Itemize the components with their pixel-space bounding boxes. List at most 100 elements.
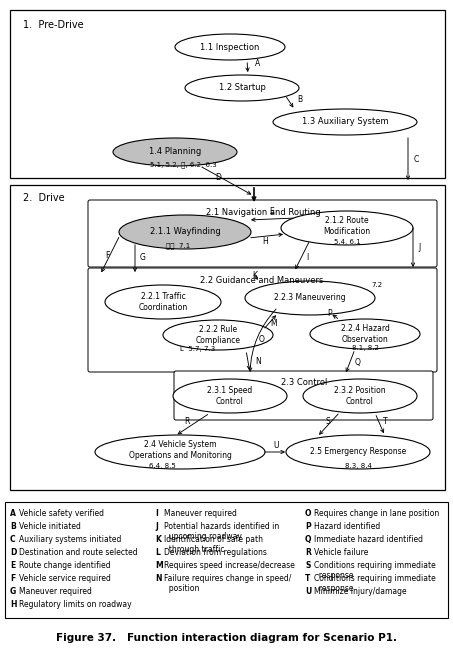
Text: A: A	[10, 509, 16, 518]
Text: Q: Q	[355, 357, 361, 367]
Text: 5.1, 5.2, ⓒ, 6.2, 6.3: 5.1, 5.2, ⓒ, 6.2, 6.3	[149, 162, 217, 168]
Text: Deviation from regulations: Deviation from regulations	[164, 548, 267, 557]
Text: Maneuver required: Maneuver required	[164, 509, 237, 518]
Text: R: R	[184, 418, 190, 426]
Text: N: N	[155, 574, 162, 583]
Text: Identification of safe path
  through traffic: Identification of safe path through traf…	[164, 535, 263, 554]
Text: K: K	[252, 271, 257, 279]
Text: 2.3.2 Position
Control: 2.3.2 Position Control	[334, 387, 386, 406]
Text: 1.2 Startup: 1.2 Startup	[218, 83, 265, 93]
Ellipse shape	[281, 211, 413, 245]
Ellipse shape	[113, 138, 237, 166]
Text: 2.  Drive: 2. Drive	[23, 193, 65, 203]
Text: M: M	[155, 561, 163, 570]
Text: 2.2.3 Maneuvering: 2.2.3 Maneuvering	[274, 293, 346, 303]
Text: 2.1.2 Route
Modification: 2.1.2 Route Modification	[323, 216, 371, 236]
Text: 1.  Pre-Drive: 1. Pre-Drive	[23, 20, 84, 30]
Text: 2.2.4 Hazard
Observation: 2.2.4 Hazard Observation	[341, 324, 390, 344]
Text: R: R	[305, 548, 311, 557]
Ellipse shape	[245, 281, 375, 315]
Ellipse shape	[175, 34, 285, 60]
Text: P: P	[305, 522, 311, 531]
Text: Vehicle initiated: Vehicle initiated	[19, 522, 81, 531]
Text: 8.3, 8.4: 8.3, 8.4	[345, 463, 371, 469]
Text: Requires change in lane position: Requires change in lane position	[314, 509, 439, 518]
Text: S: S	[326, 418, 330, 426]
Text: 1.4 Planning: 1.4 Planning	[149, 148, 201, 156]
Text: C: C	[10, 535, 15, 544]
Text: O: O	[259, 336, 265, 344]
Text: C: C	[414, 156, 419, 164]
Text: D: D	[215, 173, 221, 183]
FancyBboxPatch shape	[88, 200, 437, 267]
Text: F: F	[10, 574, 15, 583]
Text: Q: Q	[305, 535, 312, 544]
Text: Figure 37.   Function interaction diagram for Scenario P1.: Figure 37. Function interaction diagram …	[56, 633, 396, 643]
Text: 8.1, 8.2: 8.1, 8.2	[352, 345, 378, 351]
Text: Minimize injury/damage: Minimize injury/damage	[314, 587, 407, 596]
Text: Maneuver required: Maneuver required	[19, 587, 92, 596]
Text: O: O	[305, 509, 312, 518]
Text: L: L	[155, 548, 160, 557]
Text: 2.2.2 Rule
Compliance: 2.2.2 Rule Compliance	[196, 325, 241, 345]
Text: Vehicle safety verified: Vehicle safety verified	[19, 509, 104, 518]
FancyBboxPatch shape	[174, 371, 433, 420]
Ellipse shape	[310, 319, 420, 349]
Text: Immediate hazard identified: Immediate hazard identified	[314, 535, 423, 544]
Text: Auxiliary systems initiated: Auxiliary systems initiated	[19, 535, 121, 544]
Text: T: T	[383, 418, 387, 426]
Text: U: U	[305, 587, 311, 596]
Text: E: E	[10, 561, 15, 570]
Text: 6.4, 8.5: 6.4, 8.5	[149, 463, 175, 469]
Ellipse shape	[303, 379, 417, 413]
Text: 2.2.1 Traffic
Coordination: 2.2.1 Traffic Coordination	[138, 293, 188, 312]
Text: Hazard identified: Hazard identified	[314, 522, 380, 531]
Text: L  5.7, 7.3: L 5.7, 7.3	[180, 346, 216, 352]
Text: H: H	[262, 238, 268, 246]
Text: G: G	[140, 254, 146, 263]
Text: S: S	[305, 561, 310, 570]
Text: 1.3 Auxiliary System: 1.3 Auxiliary System	[302, 117, 388, 126]
Text: 7.2: 7.2	[371, 282, 383, 288]
Text: Vehicle failure: Vehicle failure	[314, 548, 368, 557]
Ellipse shape	[273, 109, 417, 135]
Bar	[10, 10, 445, 178]
Text: 2.1 Navigation and Routing: 2.1 Navigation and Routing	[206, 208, 320, 217]
Text: 2.5 Emergency Response: 2.5 Emergency Response	[310, 448, 406, 457]
Text: Regulatory limits on roadway: Regulatory limits on roadway	[19, 600, 132, 609]
Text: G: G	[10, 587, 16, 596]
Bar	[10, 185, 445, 490]
Text: E: E	[270, 207, 275, 216]
Ellipse shape	[286, 435, 430, 469]
Ellipse shape	[95, 435, 265, 469]
Text: I: I	[306, 252, 308, 261]
Text: ⓔⓔ  7.1: ⓔⓔ 7.1	[166, 243, 190, 250]
Text: I: I	[155, 509, 158, 518]
Text: Vehicle service required: Vehicle service required	[19, 574, 111, 583]
Text: Failure requires change in speed/
  position: Failure requires change in speed/ positi…	[164, 574, 291, 593]
Text: Route change identified: Route change identified	[19, 561, 111, 570]
Text: U: U	[273, 442, 279, 451]
Ellipse shape	[163, 320, 273, 350]
Ellipse shape	[105, 285, 221, 319]
Bar	[5, 502, 448, 618]
Ellipse shape	[173, 379, 287, 413]
Text: P: P	[328, 308, 333, 318]
Text: A: A	[255, 60, 260, 68]
Ellipse shape	[185, 75, 299, 101]
Ellipse shape	[119, 215, 251, 249]
Text: 2.3 Control: 2.3 Control	[281, 378, 327, 387]
Text: N: N	[255, 357, 261, 367]
Text: 2.1.1 Wayfinding: 2.1.1 Wayfinding	[149, 228, 220, 236]
Text: J: J	[419, 242, 421, 252]
Text: H: H	[10, 600, 16, 609]
Text: M: M	[271, 318, 277, 328]
Text: B: B	[298, 95, 303, 105]
Text: Conditions requiring immediate
  response: Conditions requiring immediate response	[314, 561, 436, 581]
Text: K: K	[155, 535, 161, 544]
Text: Requires speed increase/decrease: Requires speed increase/decrease	[164, 561, 295, 570]
FancyBboxPatch shape	[88, 268, 437, 372]
Text: 2.4 Vehicle System
Operations and Monitoring: 2.4 Vehicle System Operations and Monito…	[129, 440, 231, 459]
Text: 2.2 Guidance and Maneuvers: 2.2 Guidance and Maneuvers	[200, 276, 324, 285]
Text: 5.4, 6.1: 5.4, 6.1	[333, 239, 361, 245]
